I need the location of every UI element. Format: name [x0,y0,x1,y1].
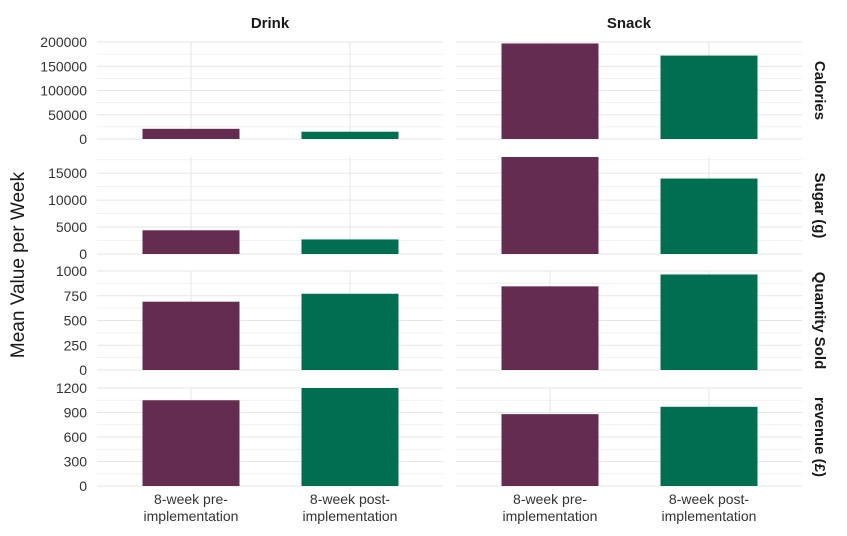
y-tick-label: 15000 [48,165,87,181]
y-tick-label: 750 [64,288,88,304]
bar-sugar-g-drink-pre [142,230,240,254]
bar-sugar-g-snack-post [660,178,758,254]
facet-row-label-quantity-sold: Quantity Sold [811,272,828,370]
y-tick-label: 100000 [40,83,87,99]
y-tick-label: 200000 [40,34,87,50]
y-tick-label: 10000 [48,192,87,208]
bar-revenue-drink-post [301,388,399,486]
bar-calories-snack-pre [501,43,599,139]
facet-row-label-calories: Calories [811,61,828,120]
bar-revenue-snack-pre [501,414,599,486]
bar-calories-drink-pre [142,128,240,139]
bar-sugar-g-snack-pre [501,157,599,254]
bar-quantity-sold-snack-pre [501,286,599,370]
x-tick-label: 8-week post-implementation [303,491,398,524]
y-tick-label: 600 [64,429,88,445]
y-tick-label: 1000 [56,263,87,279]
y-tick-label: 150000 [40,58,87,74]
y-axis-title: Mean Value per Week [8,171,29,358]
y-tick-label: 0 [79,362,87,378]
bar-revenue-snack-post [660,406,758,486]
bar-calories-snack-post [660,55,758,139]
bar-layer [142,43,758,486]
bar-quantity-sold-drink-pre [142,301,240,370]
y-tick-label: 1200 [56,380,87,396]
y-tick-label: 0 [79,246,87,262]
y-tick-label: 250 [64,337,88,353]
y-tick-label: 50000 [48,107,87,123]
y-tick-label: 900 [64,405,88,421]
bar-quantity-sold-drink-post [301,293,399,370]
text-layer: Drink Snack050000100000150000200000Calori… [40,15,828,524]
facet-row-label-sugar-g: Sugar (g) [811,173,828,239]
bar-calories-drink-post [301,131,399,139]
bar-sugar-g-drink-post [301,239,399,254]
x-tick-label: 8-week post-implementation [662,491,757,524]
x-tick-label: 8-week pre-implementation [144,491,239,524]
y-tick-label: 500 [64,313,88,329]
facet-column-label-drink: Drink [251,15,290,32]
y-tick-label: 5000 [56,219,87,235]
bar-quantity-sold-snack-post [660,274,758,370]
x-tick-label: 8-week pre-implementation [503,491,598,524]
facet-row-label-revenue: revenue (£) [811,397,828,477]
y-tick-label: 0 [79,131,87,147]
y-tick-label: 300 [64,454,88,470]
y-tick-label: 0 [79,478,87,494]
bar-revenue-drink-pre [142,400,240,486]
facet-column-label-snack: Snack [607,15,652,32]
